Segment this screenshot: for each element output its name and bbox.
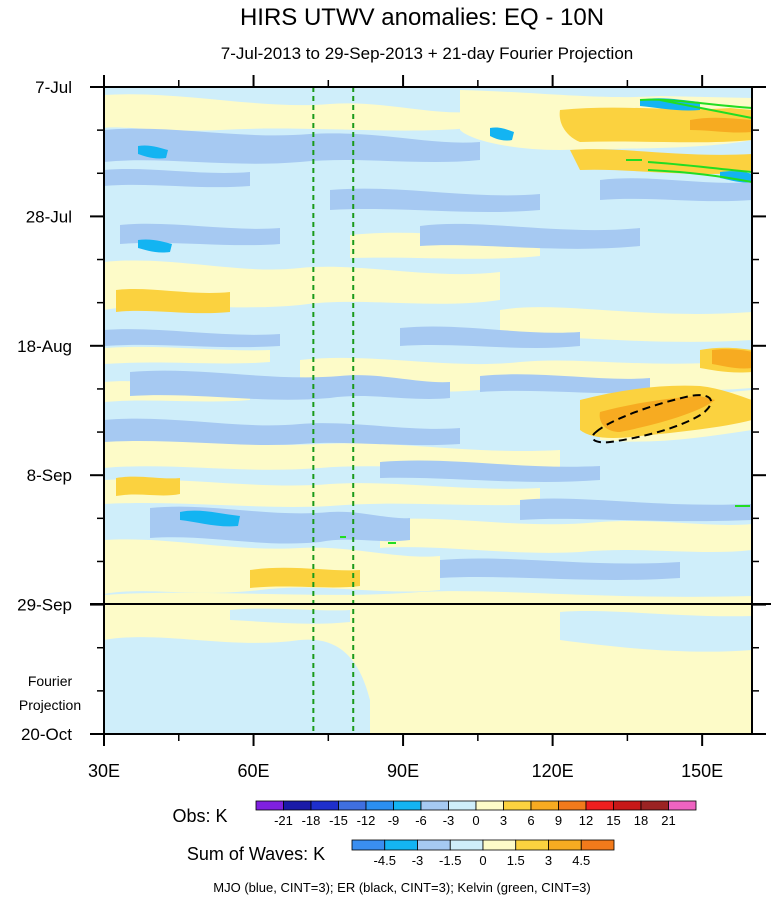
x-axis: 30E 60E 90E 120E 150E xyxy=(88,75,723,781)
y-axis: 7-Jul 28-Jul 18-Aug 8-Sep 29-Sep 20-Oct xyxy=(17,78,766,744)
waves-legend: Sum of Waves: K -4.5 -3 -1.5 0 1.5 3 4.5 xyxy=(187,839,615,868)
legend-swatch xyxy=(365,800,394,811)
legend-level-label: -9 xyxy=(388,813,400,828)
legend-swatch xyxy=(384,839,418,851)
chart-subtitle: 7-Jul-2013 to 29-Sep-2013 + 21-day Fouri… xyxy=(221,44,634,63)
legend-swatch xyxy=(283,800,312,811)
legend-level-label: 21 xyxy=(661,813,675,828)
kelvin-contours xyxy=(340,98,752,544)
kelvin-contour xyxy=(659,99,752,119)
legend-swatch xyxy=(558,800,587,811)
legend-swatch xyxy=(448,800,477,811)
waves-legend-label: Sum of Waves: K xyxy=(187,844,325,864)
legend-swatch xyxy=(475,800,504,811)
legend-level-label: 6 xyxy=(527,813,534,828)
kelvin-contour xyxy=(647,161,752,173)
legend-level-label: -21 xyxy=(274,813,293,828)
legend-level-label: 9 xyxy=(555,813,562,828)
projection-cool-patch xyxy=(104,637,370,734)
legend-swatch xyxy=(548,839,582,851)
legend-swatch xyxy=(585,800,614,811)
legend-swatch xyxy=(351,839,386,851)
legend-swatch xyxy=(255,800,284,811)
strong-cool-patches xyxy=(138,98,752,527)
legend-swatch xyxy=(338,800,367,811)
projection-cool-patch xyxy=(230,608,350,624)
legend-level-label: 3 xyxy=(545,853,552,868)
legend-swatch xyxy=(668,800,697,811)
legend-level-label: 18 xyxy=(634,813,648,828)
x-tick-label: 120E xyxy=(532,761,574,781)
hot-patches xyxy=(599,117,752,432)
cool-patches xyxy=(104,128,752,580)
kelvin-contour xyxy=(647,169,752,183)
y-tick-label: 7-Jul xyxy=(35,78,72,97)
chart-title: HIRS UTWV anomalies: EQ - 10N xyxy=(240,4,604,31)
legend-level-label: -18 xyxy=(302,813,321,828)
legend-swatch xyxy=(310,800,339,811)
legend-swatch xyxy=(640,800,669,811)
plot-frame xyxy=(103,86,753,735)
legend-level-label: -3 xyxy=(412,853,424,868)
obs-legend-label: Obs: K xyxy=(172,806,227,826)
fourier-label-line1: Fourier xyxy=(28,673,73,689)
legend-swatch xyxy=(503,800,532,811)
legend-level-label: -15 xyxy=(329,813,348,828)
x-tick-label: 30E xyxy=(88,761,120,781)
y-tick-label: 8-Sep xyxy=(27,466,72,485)
legend-level-label: -4.5 xyxy=(374,853,396,868)
y-tick-label: 28-Jul xyxy=(26,207,72,226)
legend-level-label: 1.5 xyxy=(507,853,525,868)
legend-level-label: -3 xyxy=(443,813,455,828)
legend-level-label: -1.5 xyxy=(439,853,461,868)
legend-swatch xyxy=(417,839,451,851)
fourier-label-line2: Projection xyxy=(19,697,81,713)
x-tick-label: 90E xyxy=(387,761,419,781)
legend-swatch xyxy=(580,839,615,851)
legend-level-label: -12 xyxy=(357,813,376,828)
legend-swatch xyxy=(482,839,517,851)
legend-level-label: 4.5 xyxy=(572,853,590,868)
legend-swatch xyxy=(613,800,642,811)
plot-area: 7-Jul 28-Jul 18-Aug 8-Sep 29-Sep 20-Oct 30E 60… xyxy=(17,75,771,781)
legend-level-label: 12 xyxy=(579,813,593,828)
y-tick-label: 20-Oct xyxy=(21,725,72,744)
obs-legend: Obs: K -21 -18 -15 -12 -9 -6 -3 0 3 6 9 12 15 18 21 xyxy=(172,800,697,828)
projection-cool-patch xyxy=(560,611,752,652)
legend-level-label: 0 xyxy=(479,853,486,868)
y-tick-label: 18-Aug xyxy=(17,337,72,356)
legend-swatch xyxy=(393,800,422,811)
legend-level-label: 3 xyxy=(500,813,507,828)
legend-swatch xyxy=(449,839,484,851)
anomaly-field xyxy=(104,87,752,734)
legend-swatch xyxy=(515,839,549,851)
x-tick-label: 60E xyxy=(238,761,270,781)
legend-swatch xyxy=(420,800,449,811)
legend-level-label: 15 xyxy=(606,813,620,828)
er-contour xyxy=(591,394,713,444)
legend-level-label: 0 xyxy=(472,813,479,828)
y-tick-label: 29-Sep xyxy=(17,596,72,615)
x-tick-label: 150E xyxy=(681,761,723,781)
kelvin-contour xyxy=(639,98,752,109)
legend-level-label: -6 xyxy=(415,813,427,828)
legend-swatch xyxy=(530,800,559,811)
footer-note: MJO (blue, CINT=3); ER (black, CINT=3); … xyxy=(213,880,590,895)
